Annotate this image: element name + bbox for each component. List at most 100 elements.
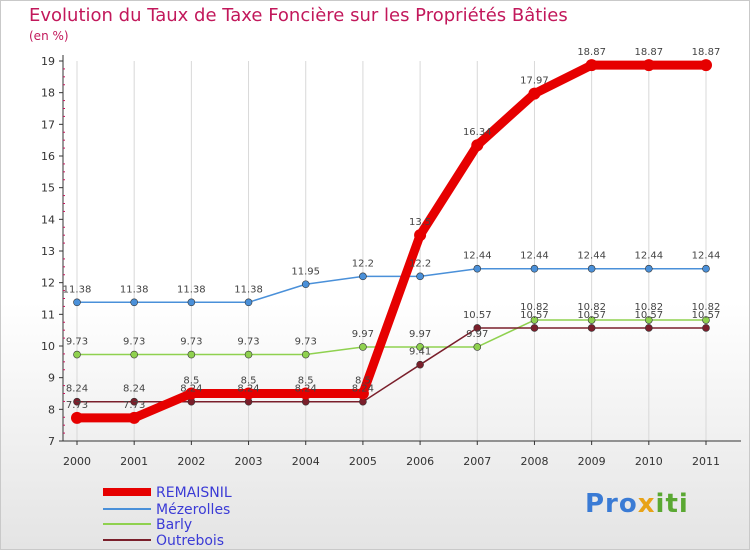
data-label: 9.73 — [66, 337, 88, 348]
y-tick-label: 15 — [41, 182, 55, 195]
data-point — [645, 264, 653, 273]
data-point — [587, 264, 596, 273]
data-point — [130, 350, 138, 359]
data-point — [528, 87, 541, 100]
y-unit-label: (en %) — [29, 29, 69, 43]
data-label: 17.97 — [520, 76, 549, 87]
logo-part-1: Pro — [585, 489, 638, 519]
data-point — [299, 387, 312, 400]
data-point — [130, 298, 138, 307]
y-tick-label: 13 — [41, 245, 55, 258]
data-label: 9.73 — [295, 337, 317, 348]
data-point — [702, 316, 710, 324]
data-label: 9.97 — [466, 329, 488, 340]
data-point — [301, 280, 310, 289]
legend-label: Barly — [156, 517, 192, 533]
logo-part-x: x — [637, 489, 656, 519]
data-label: 10.82 — [692, 302, 721, 313]
data-label: 12.2 — [352, 258, 374, 269]
data-label: 10.82 — [577, 302, 606, 313]
data-label: 9.97 — [409, 329, 431, 340]
legend-label: REMAISNIL — [156, 485, 232, 501]
data-point — [301, 350, 310, 359]
data-label: 8.5 — [355, 376, 371, 387]
chart-title: Evolution du Taux de Taxe Foncière sur l… — [29, 5, 568, 26]
data-label: 8.5 — [298, 376, 314, 387]
data-point — [359, 343, 367, 351]
y-tick-label: 7 — [48, 435, 55, 448]
data-label: 18.87 — [577, 47, 606, 58]
data-label: 9.97 — [352, 329, 374, 340]
x-tick-label: 2003 — [235, 455, 263, 468]
proxiti-logo: Proxiti — [585, 489, 689, 519]
data-point — [530, 316, 539, 324]
x-tick-label: 2007 — [463, 455, 491, 468]
data-point — [128, 411, 141, 424]
data-point — [530, 324, 539, 332]
data-point — [359, 272, 367, 281]
x-tick-label: 2011 — [692, 455, 720, 468]
data-label: 11.38 — [234, 284, 263, 295]
data-point — [242, 387, 255, 400]
data-label: 12.2 — [409, 258, 431, 269]
data-label: 8.24 — [352, 384, 374, 395]
data-label: 12.44 — [577, 251, 606, 262]
x-tick-label: 2008 — [520, 455, 548, 468]
y-tick-label: 10 — [41, 340, 55, 353]
data-point — [73, 397, 81, 406]
data-label: 7.73 — [123, 400, 145, 411]
data-label: 10.57 — [634, 310, 663, 321]
x-tick-label: 2009 — [578, 455, 606, 468]
data-label: 9.73 — [237, 337, 259, 348]
series-line-0 — [77, 60, 706, 423]
data-label: 11.38 — [63, 284, 92, 295]
data-label: 11.38 — [177, 284, 206, 295]
data-label: 12.44 — [634, 251, 663, 262]
y-tick-label: 11 — [41, 308, 55, 321]
y-tick-label: 19 — [41, 55, 55, 68]
data-label: 9.41 — [409, 347, 431, 358]
data-point — [356, 387, 369, 400]
data-point — [645, 316, 653, 324]
data-label: 9.73 — [180, 337, 202, 348]
data-label: 12.44 — [463, 251, 492, 262]
data-point — [416, 343, 424, 351]
y-tick-label: 16 — [41, 150, 55, 163]
y-tick-label: 18 — [41, 87, 55, 100]
data-label: 10.57 — [463, 310, 492, 321]
data-point — [473, 324, 482, 332]
data-point — [130, 397, 138, 406]
data-label: 12.44 — [692, 251, 721, 262]
data-point — [244, 298, 253, 307]
data-label: 10.82 — [634, 302, 663, 313]
data-label: 10.57 — [577, 310, 606, 321]
x-tick-label: 2000 — [63, 455, 91, 468]
data-label: 18.87 — [692, 47, 721, 58]
data-point — [473, 264, 482, 273]
series-line-1 — [77, 267, 706, 304]
data-label: 8.24 — [237, 384, 259, 395]
data-point — [244, 350, 253, 359]
series-line-3 — [77, 327, 706, 403]
data-label: 8.24 — [295, 384, 317, 395]
data-point — [587, 324, 596, 332]
logo-part-2: iti — [655, 489, 689, 519]
y-tick-label: 8 — [48, 403, 55, 416]
legend-label: Outrebois — [156, 533, 224, 549]
data-point — [585, 59, 598, 72]
y-tick-label: 9 — [48, 372, 55, 385]
data-label: 12.44 — [520, 251, 549, 262]
data-label: 18.87 — [634, 47, 663, 58]
data-label: 8.24 — [180, 384, 202, 395]
data-point — [473, 343, 482, 351]
data-label: 13.5 — [409, 217, 431, 228]
data-label: 11.38 — [120, 284, 149, 295]
data-label: 8.24 — [66, 384, 88, 395]
series-line-2 — [77, 319, 706, 356]
x-tick-label: 2010 — [635, 455, 663, 468]
data-point — [530, 264, 539, 273]
y-tick-label: 12 — [41, 277, 55, 290]
y-tick-label: 17 — [41, 118, 55, 131]
